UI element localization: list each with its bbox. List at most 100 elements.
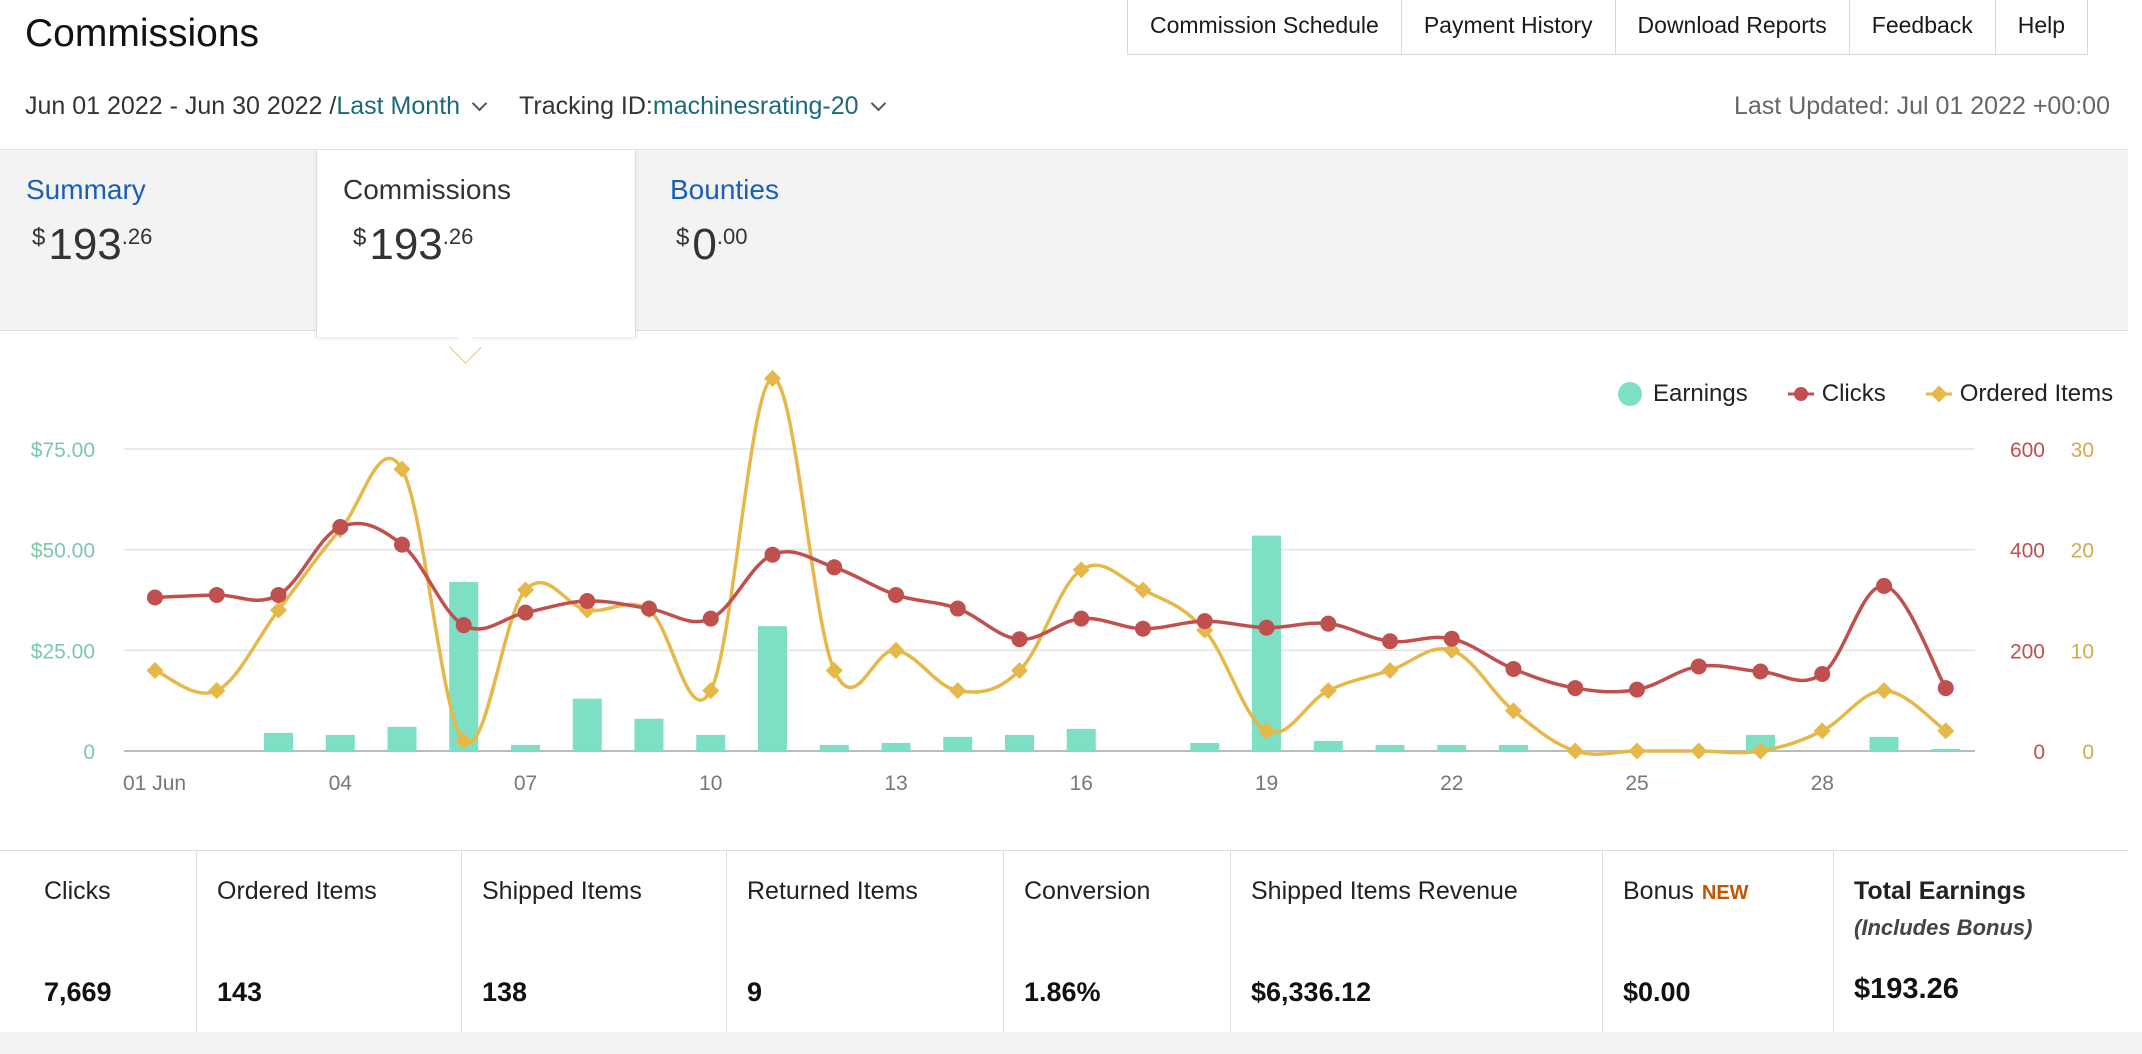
earnings-bar xyxy=(1190,742,1220,751)
clicks-point xyxy=(1814,665,1831,682)
clicks-point xyxy=(517,604,534,621)
ordered-items-point xyxy=(1628,742,1646,760)
clicks-point xyxy=(1629,681,1645,698)
earnings-bar xyxy=(1437,744,1467,751)
stat-shipped-revenue: Shipped Items Revenue $6,336.12 xyxy=(1230,851,1602,1033)
y-right-clicks-tick-label: 0 xyxy=(2033,741,2045,764)
nav-help[interactable]: Help xyxy=(1994,0,2087,54)
ordered-items-point xyxy=(1134,581,1152,599)
tab-summary-amount: $193.26 xyxy=(32,220,153,269)
stat-total-earnings: Total Earnings (Includes Bonus) $193.26 xyxy=(1833,851,2128,1033)
earnings-bar xyxy=(943,736,973,751)
earnings-dot-icon xyxy=(1618,382,1642,406)
bottom-strip xyxy=(0,1032,2142,1054)
date-range: Jun 01 2022 - Jun 30 2022 / xyxy=(25,92,337,120)
y-left-tick-label: $50.00 xyxy=(31,540,95,563)
clicks-point xyxy=(1320,615,1337,632)
tracking-label: Tracking ID: xyxy=(519,92,653,120)
stat-bonus: Bonus NEW $0.00 xyxy=(1602,851,1833,1033)
clicks-point xyxy=(394,536,410,553)
ordered-items-point xyxy=(764,370,781,388)
earnings-bar xyxy=(1313,740,1343,751)
legend-ordered-items[interactable]: Ordered Items xyxy=(1925,380,2113,408)
clicks-point xyxy=(1011,631,1028,648)
clicks-point xyxy=(1937,680,1954,697)
tracking-id-value[interactable]: machinesrating-20 xyxy=(652,92,859,120)
y-right-clicks-tick-label: 200 xyxy=(2010,640,2045,663)
clicks-point xyxy=(641,600,657,617)
tracking-id-dropdown[interactable]: Tracking ID: machinesrating-20 xyxy=(519,92,886,121)
ordered-items-point xyxy=(1381,661,1399,679)
x-tick-label: 19 xyxy=(1255,772,1278,795)
clicks-point xyxy=(1073,610,1090,627)
last-updated: Last Updated: Jul 01 2022 +00:00 xyxy=(1734,92,2110,120)
page-title: Commissions xyxy=(25,12,260,55)
earnings-bar xyxy=(1869,736,1899,751)
earnings-bar xyxy=(1252,535,1281,751)
x-tick-label: 28 xyxy=(1811,772,1834,795)
nav-download-reports[interactable]: Download Reports xyxy=(1614,0,1849,54)
clicks-point xyxy=(1690,658,1707,675)
ordered-items-point xyxy=(702,682,720,700)
top-nav: Commission Schedule Payment History Down… xyxy=(1127,0,2089,55)
chevron-down-icon[interactable] xyxy=(870,95,886,112)
clicks-point xyxy=(1505,660,1522,677)
earnings-bar xyxy=(881,742,911,751)
x-tick-label: 01 Jun xyxy=(123,772,186,795)
chevron-down-icon[interactable] xyxy=(471,95,488,112)
stat-clicks: Clicks 7,669 xyxy=(44,877,112,1007)
tab-commissions-amount: $193.26 xyxy=(353,220,474,269)
clicks-point xyxy=(1752,663,1769,680)
clicks-point xyxy=(270,586,287,603)
earnings-bar xyxy=(819,744,849,751)
x-tick-label: 22 xyxy=(1440,772,1463,795)
legend-clicks[interactable]: Clicks xyxy=(1787,380,1886,408)
ordered-items-point xyxy=(1875,682,1893,700)
ordered-items-point xyxy=(1813,722,1831,740)
filter-row: Jun 01 2022 - Jun 30 2022 / Last Month T… xyxy=(25,92,886,121)
new-badge: NEW xyxy=(1701,882,1749,904)
ordered-items-line xyxy=(154,376,1947,756)
legend-earnings[interactable]: Earnings xyxy=(1617,380,1748,408)
clicks-point xyxy=(1196,613,1213,630)
clicks-point xyxy=(1876,577,1892,594)
clicks-point xyxy=(1135,620,1151,637)
ordered-items-point xyxy=(208,682,226,700)
ordered-items-point xyxy=(1011,661,1028,679)
tab-commissions[interactable]: Commissions $193.26 xyxy=(316,150,636,337)
y-left-tick-label: $75.00 xyxy=(31,439,95,462)
y-right-clicks-tick-label: 400 xyxy=(2010,540,2045,563)
y-left-tick-label: $25.00 xyxy=(31,640,95,663)
ordered-items-point xyxy=(1752,742,1769,760)
tab-bounties[interactable]: Bounties $0.00 xyxy=(644,150,960,330)
ordered-items-point xyxy=(1566,742,1584,760)
ordered-items-point xyxy=(949,682,967,700)
earnings-bar xyxy=(387,726,417,751)
tab-summary-label[interactable]: Summary xyxy=(26,174,146,205)
clicks-point xyxy=(1258,619,1275,636)
earnings-bar xyxy=(325,734,355,751)
y-right-items-tick-label: 30 xyxy=(2071,439,2094,462)
stat-ordered-items: Ordered Items 143 xyxy=(196,851,461,1033)
clicks-point xyxy=(455,617,472,634)
nav-payment-history[interactable]: Payment History xyxy=(1400,0,1615,54)
stat-conversion: Conversion 1.86% xyxy=(1003,851,1230,1033)
summary-tabs: Summary $193.26 Commissions $193.26 Boun… xyxy=(0,149,2128,337)
earnings-bar xyxy=(1499,744,1528,751)
nav-feedback[interactable]: Feedback xyxy=(1848,0,1995,54)
clicks-point xyxy=(208,586,225,603)
earnings-bar xyxy=(449,581,479,751)
earnings-bar xyxy=(696,734,726,751)
stats-bar: Clicks 7,669 Ordered Items 143 Shipped I… xyxy=(0,850,2128,1034)
earnings-bar xyxy=(1375,744,1405,751)
tab-bounties-label[interactable]: Bounties xyxy=(670,174,779,205)
ordered-items-point xyxy=(887,641,905,659)
clicks-point xyxy=(1382,633,1398,650)
period-dropdown[interactable]: Last Month xyxy=(336,92,461,120)
clicks-point xyxy=(147,589,163,606)
ordered-items-point xyxy=(455,732,473,750)
earnings-bar xyxy=(572,698,602,751)
clicks-line-icon xyxy=(1787,387,1814,401)
nav-commission-schedule[interactable]: Commission Schedule xyxy=(1150,12,1379,38)
tab-summary[interactable]: Summary $193.26 xyxy=(0,150,316,330)
